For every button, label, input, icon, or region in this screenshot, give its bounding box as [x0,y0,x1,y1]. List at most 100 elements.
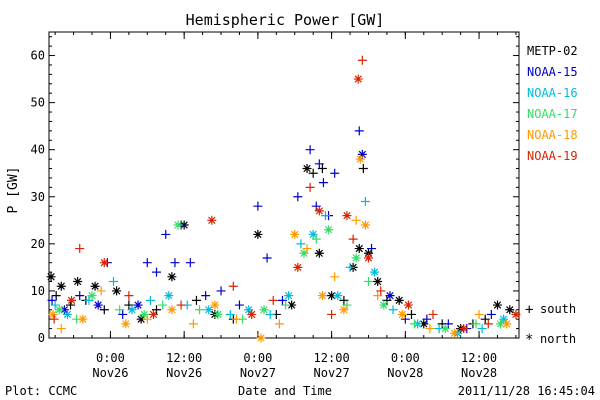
data-point-north [397,309,407,319]
data-point-south [265,309,275,319]
data-point-south [195,305,205,315]
data-point-south [176,300,186,310]
data-point-north [419,319,429,329]
series-noaa-18 [48,154,512,343]
data-point-north [173,220,183,230]
y-axis-label: P [GW] [6,167,21,214]
data-point-north [440,324,450,334]
data-point-north [259,305,269,315]
data-point-south [262,253,272,263]
data-point-south [188,319,198,329]
data-point-north [73,277,83,287]
data-point-north [112,286,122,296]
data-point-south [443,319,453,329]
data-points [46,55,521,343]
y-tick-label: 60 [31,49,45,63]
data-point-south [191,295,201,305]
data-point-north [351,253,361,263]
data-point-north [333,291,343,301]
data-point-north [207,215,217,225]
data-point-north [394,295,404,305]
data-point-north [247,309,257,319]
data-point-north [290,229,300,239]
data-point-south [96,286,106,296]
data-point-north [403,300,413,310]
data-point-south [348,234,358,244]
data-point-south [360,196,370,206]
data-point-south [351,215,361,225]
data-point-south [311,201,321,211]
data-point-north [327,291,337,301]
data-point-north [293,262,303,272]
data-point-north [339,305,349,315]
data-point-south [142,314,152,324]
data-point-south [201,291,211,301]
data-point-south [357,55,367,65]
data-point-south [367,244,377,254]
data-point-south [228,281,238,291]
data-point-south [281,300,291,310]
data-point-south [477,324,487,334]
data-point-north [505,305,515,315]
data-point-north [492,300,502,310]
data-point-north [210,300,220,310]
data-point-south [216,286,226,296]
data-point-south [50,300,60,310]
data-point-south [318,178,328,188]
data-point-south [56,324,66,334]
data-point-south [305,145,315,155]
data-point-south [75,291,85,301]
data-point-south [118,309,128,319]
data-point-north [244,305,254,315]
data-point-south [142,258,152,268]
data-point-south [354,126,364,136]
marker-legend-symbol: + [525,302,533,318]
data-point-north [342,211,352,221]
x-tick-label-time: 12:00 [461,351,497,365]
data-point-north [373,277,383,287]
data-point-south [293,192,303,202]
data-point-north [56,281,66,291]
data-point-south [471,319,481,329]
data-point-north [385,291,395,301]
data-point-south [124,300,134,310]
data-point-south [305,182,315,192]
legend-entry-noaa-19: NOAA-19 [527,149,578,163]
y-tick-label: 20 [31,237,45,251]
data-point-north [253,229,263,239]
data-point-north [357,149,367,159]
data-point-south [345,262,355,272]
data-point-south [124,291,134,301]
data-point-south [152,305,162,315]
y-tick-label: 10 [31,284,45,298]
data-point-north [324,225,334,235]
data-point-north [54,305,64,315]
data-point-south [480,314,490,324]
x-tick-label-date: Nov28 [461,366,497,380]
legend-entry-noaa-17: NOAA-17 [527,107,578,121]
data-point-south [75,244,85,254]
y-tick-label: 40 [31,143,45,157]
series-metp-02 [46,164,515,334]
footer-plot-source: Plot: CCMC [5,384,77,398]
data-point-south [483,319,493,329]
data-point-north [511,309,521,319]
data-point-north [87,291,97,301]
chart-title: Hemispheric Power [GW] [186,11,385,29]
data-point-south [109,277,119,287]
data-point-south [311,234,321,244]
data-point-north [449,328,459,338]
x-tick-label-time: 0:00 [96,351,125,365]
data-point-north [90,281,100,291]
data-point-south [225,309,235,319]
data-point-north [354,244,364,254]
data-point-north [62,309,72,319]
data-point-south [425,324,435,334]
x-tick-label-time: 0:00 [391,351,420,365]
data-point-south [382,295,392,305]
data-point-south [317,164,327,174]
data-point-south [327,309,337,319]
data-point-south [158,300,168,310]
marker-legend-symbol: * [525,332,533,348]
